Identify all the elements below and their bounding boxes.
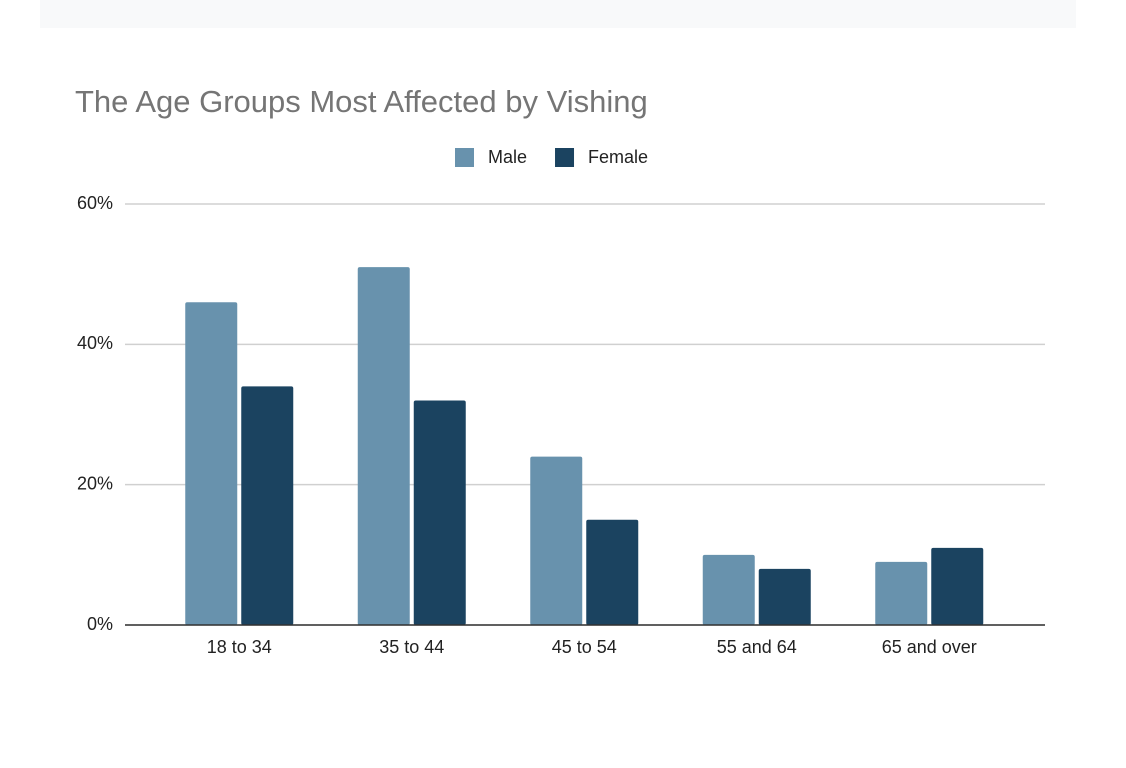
x-tick-label: 55 and 64 <box>717 637 797 657</box>
bar <box>185 302 238 625</box>
x-tick-label: 45 to 54 <box>552 637 617 657</box>
bar <box>931 547 984 625</box>
y-tick-label: 0% <box>87 614 113 634</box>
legend-label: Female <box>588 147 648 167</box>
legend-swatch <box>455 148 474 167</box>
top-strip <box>40 0 1076 28</box>
x-tick-label: 35 to 44 <box>379 637 444 657</box>
y-tick-label: 60% <box>77 193 113 213</box>
chart-title: The Age Groups Most Affected by Vishing <box>75 84 648 119</box>
x-tick-label: 18 to 34 <box>207 637 272 657</box>
bar <box>586 519 639 625</box>
bar <box>875 561 928 625</box>
y-tick-label: 40% <box>77 333 113 353</box>
legend-label: Male <box>488 147 527 167</box>
bar <box>241 386 294 625</box>
bar <box>357 267 410 625</box>
bar <box>530 456 583 625</box>
x-tick-label: 65 and over <box>882 637 977 657</box>
bar <box>702 554 755 625</box>
bar <box>758 568 811 625</box>
legend-swatch <box>555 148 575 167</box>
bar <box>413 400 466 625</box>
y-tick-label: 20% <box>77 473 113 493</box>
